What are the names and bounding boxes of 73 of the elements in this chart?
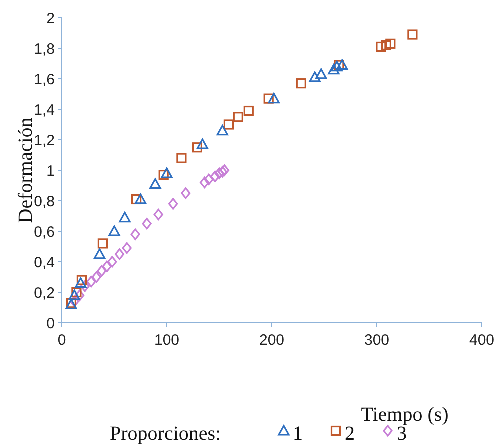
point xyxy=(196,138,208,150)
x-axis-title: Tiempo (s) xyxy=(361,404,449,426)
point xyxy=(200,176,210,188)
x-tick-label: 100 xyxy=(154,332,180,349)
point xyxy=(316,68,328,80)
y-tick-label: 1,6 xyxy=(34,71,55,88)
point xyxy=(216,125,228,136)
point xyxy=(92,271,102,284)
point xyxy=(102,260,112,272)
point xyxy=(386,38,396,49)
point xyxy=(75,278,87,288)
point xyxy=(114,248,125,260)
legend-label: 2 xyxy=(345,423,355,444)
x-tick-label: 0 xyxy=(58,332,66,349)
point xyxy=(220,164,230,176)
point xyxy=(130,228,140,240)
point xyxy=(381,40,392,50)
point xyxy=(328,64,340,75)
point xyxy=(150,178,162,190)
y-tick-label: 0 xyxy=(46,315,55,332)
y-tick-label: 0,6 xyxy=(34,224,55,241)
y-tick-label: 1,4 xyxy=(34,102,55,119)
legend-title: Proporciones: xyxy=(110,423,222,444)
point xyxy=(158,170,169,180)
point xyxy=(210,170,220,182)
point xyxy=(134,194,147,204)
point xyxy=(408,30,418,40)
point xyxy=(98,238,108,249)
legend-label: 1 xyxy=(293,423,303,444)
point xyxy=(218,166,228,178)
point xyxy=(296,78,306,89)
point xyxy=(161,168,173,178)
point xyxy=(168,198,178,210)
point xyxy=(309,72,321,82)
point xyxy=(154,208,164,221)
y-tick-label: 2 xyxy=(46,10,55,28)
point xyxy=(72,287,82,298)
point xyxy=(108,256,118,268)
point xyxy=(214,168,224,180)
x-tick-label: 400 xyxy=(469,332,495,349)
point xyxy=(176,153,187,164)
y-tick-label: 0,8 xyxy=(34,193,55,210)
point xyxy=(192,142,202,153)
point xyxy=(268,93,280,104)
point xyxy=(119,212,131,223)
point xyxy=(331,61,343,72)
point xyxy=(68,290,80,300)
y-tick-label: 1,2 xyxy=(34,132,55,150)
point xyxy=(233,112,244,122)
point xyxy=(80,280,90,292)
point xyxy=(334,60,344,70)
point xyxy=(264,94,274,104)
point xyxy=(86,276,96,288)
y-tick-label: 0,4 xyxy=(34,254,55,272)
y-tick-label: 0,2 xyxy=(34,284,55,302)
x-tick-label: 300 xyxy=(364,332,390,349)
y-tick-label: 1 xyxy=(46,162,55,180)
x-tick-label: 200 xyxy=(259,332,285,349)
point xyxy=(97,265,107,277)
point xyxy=(244,106,254,116)
point xyxy=(336,59,348,70)
point xyxy=(94,248,106,260)
y-tick-label: 1,8 xyxy=(34,40,55,58)
point xyxy=(108,226,120,236)
point xyxy=(224,120,234,130)
point xyxy=(122,242,132,254)
point xyxy=(142,218,152,230)
point xyxy=(376,42,386,52)
point xyxy=(75,290,85,302)
point xyxy=(76,275,87,286)
point xyxy=(132,194,142,205)
point xyxy=(204,174,214,186)
point xyxy=(181,188,191,200)
